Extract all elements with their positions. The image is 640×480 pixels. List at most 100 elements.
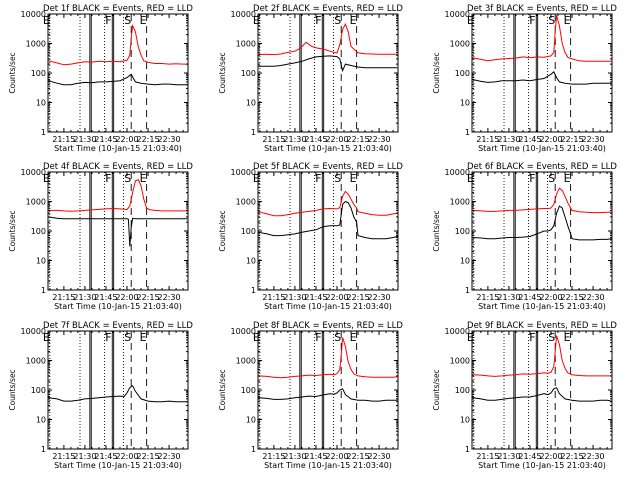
y-tick-label: 10: [246, 99, 256, 108]
y-tick-label: 100: [31, 227, 46, 236]
marker-label: E: [350, 331, 357, 344]
y-tick-label: 1000: [236, 198, 256, 207]
x-tick-label: 21:30: [283, 293, 306, 302]
x-tick-label: 21:15: [52, 293, 75, 302]
y-tick-label: 10000: [21, 327, 46, 336]
plot-frame: [47, 330, 189, 450]
y-tick-label: 10000: [231, 327, 256, 336]
plot-frame: [471, 13, 613, 133]
marker-label: E: [140, 172, 147, 185]
y-tick-label: 10000: [231, 168, 256, 177]
x-tick-label: 21:30: [497, 135, 520, 144]
marker-label: E: [253, 172, 260, 185]
marker-label: E: [43, 172, 50, 185]
marker-label: E: [350, 172, 357, 185]
y-axis-label: Counts/sec: [218, 210, 227, 251]
y-axis-label: Counts/sec: [432, 369, 441, 410]
x-tick-label: 22:15: [137, 293, 160, 302]
y-tick-label: 1: [251, 445, 256, 454]
y-tick-label: 100: [241, 227, 256, 236]
x-tick-label: 22:30: [158, 293, 181, 302]
x-tick-label: 21:15: [476, 135, 499, 144]
x-tick-label: 22:00: [539, 452, 562, 461]
lld-series-line: [258, 190, 398, 217]
x-tick-label: 22:15: [561, 135, 584, 144]
y-tick-label: 10: [246, 416, 256, 425]
marker-label: S: [334, 172, 341, 185]
x-tick-label: 21:15: [476, 452, 499, 461]
plot-frame: [47, 171, 189, 291]
marker-label: E: [467, 14, 474, 27]
x-tick-label: 21:15: [52, 452, 75, 461]
x-tick-label: 22:30: [368, 293, 391, 302]
x-tick-label: 22:00: [115, 135, 138, 144]
events-series-line: [472, 205, 612, 241]
y-axis-label: Counts/sec: [432, 52, 441, 93]
y-tick-label: 10: [36, 416, 46, 425]
marker-label: S: [334, 331, 341, 344]
y-tick-label: 1000: [450, 198, 470, 207]
marker-label: E: [350, 14, 357, 27]
marker-label: F: [529, 14, 535, 27]
y-tick-label: 10000: [445, 327, 470, 336]
events-series-line: [48, 73, 188, 86]
events-series-line: [48, 216, 188, 247]
marker-label: E: [43, 14, 50, 27]
y-axis-label: Counts/sec: [8, 369, 17, 410]
plot-frame: [257, 13, 399, 133]
x-tick-label: 21:15: [262, 135, 285, 144]
x-axis-label: Start Time (10-Jan-15 21:03:40): [54, 461, 182, 470]
panel-title: Det 5f BLACK = Events, RED = LLD: [253, 162, 403, 172]
marker-label: E: [564, 14, 571, 27]
y-tick-label: 1: [251, 128, 256, 137]
y-tick-label: 100: [455, 69, 470, 78]
marker-label: F: [105, 172, 111, 185]
x-tick-label: 21:45: [94, 135, 117, 144]
x-tick-label: 22:15: [347, 293, 370, 302]
y-tick-label: 100: [455, 227, 470, 236]
y-tick-label: 100: [31, 69, 46, 78]
marker-label: E: [253, 14, 260, 27]
events-series-line: [258, 200, 398, 240]
x-tick-label: 21:45: [518, 452, 541, 461]
x-tick-label: 21:45: [518, 293, 541, 302]
y-tick-label: 1: [41, 286, 46, 295]
x-axis-label: Start Time (10-Jan-15 21:03:40): [264, 144, 392, 153]
marker-label: E: [564, 172, 571, 185]
y-tick-label: 1000: [26, 40, 46, 49]
x-tick-label: 22:30: [582, 135, 605, 144]
x-tick-label: 22:30: [582, 452, 605, 461]
marker-label: S: [124, 14, 131, 27]
marker-label: S: [548, 172, 555, 185]
y-tick-label: 1000: [26, 198, 46, 207]
events-series-line: [258, 388, 398, 402]
marker-label: F: [315, 172, 321, 185]
marker-label: E: [564, 331, 571, 344]
x-tick-label: 21:45: [304, 135, 327, 144]
events-series-line: [472, 387, 612, 402]
y-tick-label: 10: [460, 99, 470, 108]
y-tick-label: 10: [460, 416, 470, 425]
y-tick-label: 100: [455, 386, 470, 395]
plot-frame: [257, 171, 399, 291]
x-axis-label: Start Time (10-Jan-15 21:03:40): [54, 144, 182, 153]
x-tick-label: 22:30: [158, 452, 181, 461]
panel-title: Det 3f BLACK = Events, RED = LLD: [467, 4, 617, 14]
y-tick-label: 1: [41, 128, 46, 137]
x-tick-label: 21:15: [52, 135, 75, 144]
marker-label: S: [548, 331, 555, 344]
marker-label: F: [529, 331, 535, 344]
lld-series-line: [472, 335, 612, 377]
marker-label: E: [467, 331, 474, 344]
y-tick-label: 1: [465, 286, 470, 295]
x-tick-label: 22:00: [539, 135, 562, 144]
plot-frame: [47, 13, 189, 133]
x-axis-label: Start Time (10-Jan-15 21:03:40): [264, 302, 392, 311]
events-series-line: [48, 384, 188, 403]
x-tick-label: 21:30: [283, 452, 306, 461]
